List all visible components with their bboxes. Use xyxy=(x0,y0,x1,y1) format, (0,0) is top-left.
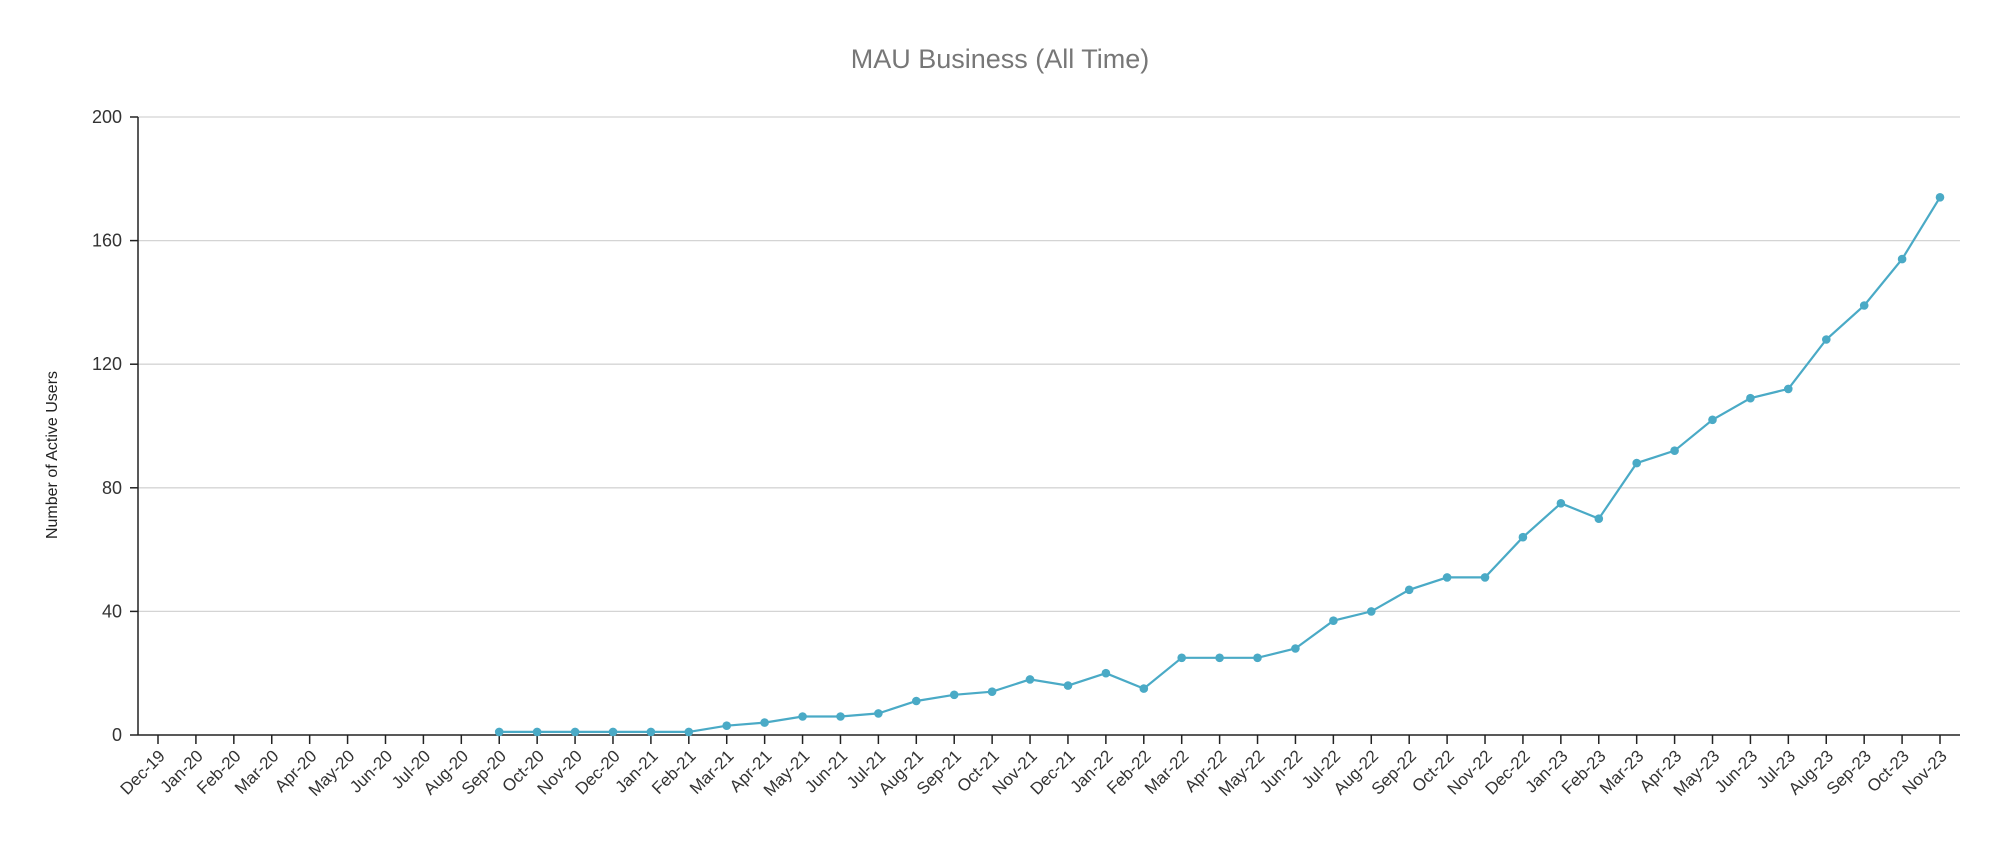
data-point xyxy=(532,727,542,737)
data-point xyxy=(987,687,997,696)
data-point xyxy=(1746,393,1755,403)
y-tick-label: 200 xyxy=(92,107,122,127)
data-point xyxy=(1139,684,1149,693)
data-point xyxy=(494,727,504,737)
data-point xyxy=(1215,653,1224,663)
data-point xyxy=(949,690,959,700)
data-point xyxy=(1367,607,1376,616)
x-tick-label: Jun-21 xyxy=(801,746,851,796)
data-point xyxy=(722,721,731,730)
data-point xyxy=(1935,193,1945,202)
data-point xyxy=(570,727,580,737)
data-point xyxy=(1177,653,1186,663)
data-point xyxy=(1329,616,1338,625)
data-point xyxy=(798,712,807,721)
data-point xyxy=(646,727,656,737)
data-point xyxy=(1859,301,1869,310)
data-point xyxy=(1025,675,1035,684)
x-tick-label: Jun-23 xyxy=(1711,746,1761,796)
y-tick-label: 80 xyxy=(102,478,122,498)
data-point xyxy=(1480,573,1490,582)
data-point xyxy=(608,727,618,737)
data-point xyxy=(1442,573,1452,582)
chart-title: MAU Business (All Time) xyxy=(851,44,1150,74)
data-point xyxy=(1784,384,1793,394)
x-axis-ticks: Dec-19Jan-20Feb-20Mar-20Apr-20May-20Jun-… xyxy=(117,735,1951,800)
y-axis-label: Number of Active Users xyxy=(44,371,61,539)
y-tick-label: 0 xyxy=(112,725,122,745)
data-point xyxy=(836,712,845,721)
series-line xyxy=(499,196,1941,734)
y-axis-ticks: 0 40 80 120 160 200 xyxy=(92,107,138,745)
data-point xyxy=(874,709,883,718)
y-tick-label: 40 xyxy=(102,601,122,621)
series-layer xyxy=(494,193,1945,737)
data-point xyxy=(1101,668,1111,678)
data-point xyxy=(684,727,694,737)
x-tick-label: Dec-19 xyxy=(117,746,169,798)
y-tick-label: 160 xyxy=(92,231,122,251)
data-point xyxy=(1063,681,1073,690)
data-point xyxy=(1404,585,1414,595)
data-point xyxy=(1556,499,1566,508)
grid-lines xyxy=(138,116,1960,613)
data-point xyxy=(1594,514,1604,523)
data-point xyxy=(1708,415,1717,425)
data-point xyxy=(1822,335,1831,344)
axes xyxy=(137,117,1960,736)
data-point xyxy=(1897,254,1907,264)
data-point xyxy=(1253,653,1262,663)
y-tick-label: 120 xyxy=(92,354,122,374)
x-tick-label: Jun-22 xyxy=(1256,746,1306,796)
data-point xyxy=(1291,644,1300,653)
data-point xyxy=(912,696,921,706)
x-tick-label: Jun-20 xyxy=(346,746,396,796)
data-point xyxy=(1670,446,1679,456)
data-point xyxy=(1518,532,1528,542)
data-point xyxy=(1632,458,1641,468)
data-point xyxy=(760,718,769,727)
